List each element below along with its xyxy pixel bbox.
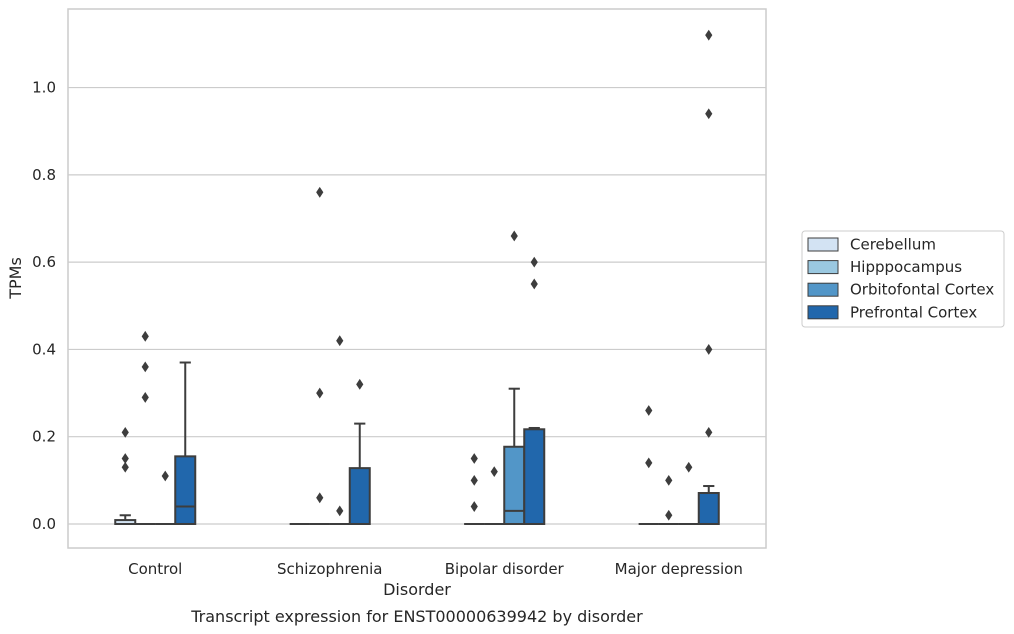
outlier-point — [705, 426, 713, 438]
x-tick-labels: Control Schizophrenia Bipolar disorder Majo… — [128, 560, 743, 578]
grid-lines — [68, 86, 766, 525]
outlier-point — [665, 474, 673, 486]
outlier-point — [705, 108, 713, 120]
outlier-point — [470, 474, 478, 486]
outlier-point — [121, 453, 129, 464]
outlier-point — [685, 461, 693, 473]
box — [697, 492, 720, 525]
box-group — [523, 256, 546, 525]
box-group — [329, 335, 350, 525]
outlier-point — [336, 505, 344, 517]
outlier-point — [141, 361, 149, 373]
box — [348, 467, 371, 525]
outlier-point — [470, 453, 478, 464]
legend-label: Prefrontal Cortex — [850, 303, 977, 321]
box-group — [174, 361, 197, 525]
legend: Cerebellum Hipppocampus Orbitofontal Corte… — [801, 230, 1005, 328]
x-tick-label: Bipolar disorder — [445, 560, 565, 578]
outlier-point — [665, 509, 673, 521]
box-group — [638, 405, 659, 525]
legend-swatch — [807, 260, 839, 275]
box — [523, 428, 546, 525]
legend-label: Hipppocampus — [850, 258, 962, 276]
y-tick-label: 0.2 — [32, 428, 56, 446]
box-group — [464, 453, 485, 525]
legend-swatch — [807, 282, 839, 297]
outlier-point — [336, 335, 344, 347]
box-group — [135, 330, 156, 525]
legend-items: Cerebellum Hipppocampus Orbitofontal Corte… — [807, 236, 994, 321]
outlier-point — [530, 256, 538, 268]
outlier-point — [490, 466, 498, 478]
box-group — [697, 29, 720, 525]
box-group — [658, 474, 679, 525]
outlier-point — [316, 492, 324, 504]
outlier-point — [470, 501, 478, 512]
box-group — [155, 470, 176, 525]
x-tick-label: Control — [128, 560, 182, 578]
box-group — [678, 461, 699, 525]
outlier-point — [141, 392, 149, 403]
outlier-point — [121, 426, 129, 438]
x-tick-label: Major depression — [615, 560, 743, 578]
x-tick-label: Schizophrenia — [277, 560, 382, 578]
outlier-point — [705, 344, 713, 355]
outlier-point — [510, 230, 518, 242]
plot-frame — [67, 8, 767, 549]
y-tick-label: 0.6 — [32, 253, 56, 271]
y-tick-label: 0.0 — [32, 515, 56, 533]
outlier-point — [530, 278, 538, 290]
box-group — [309, 186, 330, 525]
outlier-point — [645, 457, 653, 469]
outlier-point — [161, 470, 169, 482]
outlier-point — [705, 29, 713, 41]
outlier-point — [121, 461, 129, 473]
legend-label: Orbitofontal Cortex — [850, 281, 994, 299]
box-group — [503, 230, 526, 525]
outlier-point — [316, 387, 324, 399]
outlier-point — [316, 186, 324, 198]
outlier-point — [356, 378, 364, 390]
legend-frame — [801, 230, 1005, 328]
x-axis-label: Disorder — [383, 580, 451, 599]
box-plot-marks — [114, 29, 720, 525]
box-group — [484, 466, 505, 525]
box-group — [348, 378, 371, 525]
box — [174, 455, 197, 525]
y-axis-label: TPMs — [6, 257, 25, 300]
legend-label: Cerebellum — [850, 236, 936, 254]
y-tick-labels: 0.0 0.2 0.4 0.6 0.8 1.0 — [32, 79, 56, 533]
outlier-point — [141, 330, 149, 342]
box — [503, 445, 526, 525]
y-tick-label: 0.4 — [32, 340, 56, 358]
outlier-point — [645, 405, 653, 416]
chart-caption: Transcript expression for ENST0000063994… — [190, 607, 643, 626]
y-tick-label: 0.8 — [32, 166, 56, 184]
legend-swatch — [807, 305, 839, 320]
y-tick-label: 1.0 — [32, 79, 56, 97]
box-group — [114, 426, 137, 525]
legend-swatch — [807, 237, 839, 252]
